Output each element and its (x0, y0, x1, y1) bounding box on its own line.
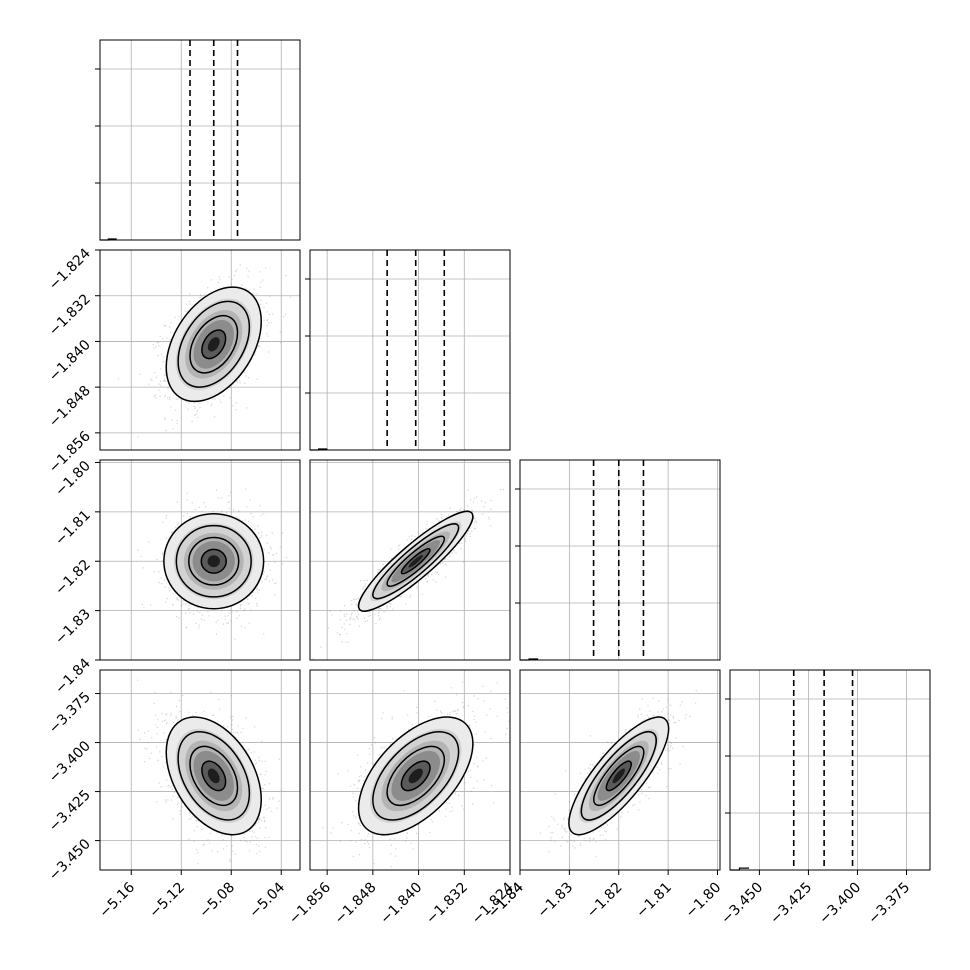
panel-2d-4-1 (99, 669, 301, 871)
panel-2d-3-1 (99, 459, 301, 661)
x-tick-label: −3.375 (865, 880, 913, 928)
density-level (408, 554, 423, 568)
panel-2d-4-3 (519, 669, 721, 871)
hist-panel-frame (519, 459, 721, 661)
hist-panel-bg (520, 460, 720, 660)
contour-line (163, 512, 265, 610)
x-tick-label: −1.80 (683, 880, 725, 922)
panel-2d-frame (99, 459, 301, 661)
density-level (207, 555, 220, 568)
contour-line (357, 510, 474, 612)
x-tick-label: −1.840 (377, 880, 425, 928)
x-tick-label: −3.425 (767, 880, 815, 928)
x-tick-label: −1.848 (332, 880, 380, 928)
hist-panel-bg (310, 250, 510, 450)
x-tick-label: −3.450 (718, 880, 766, 928)
contour-line (189, 314, 239, 374)
contour-line (175, 524, 252, 598)
panel-2d-frame (99, 249, 301, 451)
x-tick-label: −3.400 (816, 880, 864, 928)
contour-line (372, 523, 460, 600)
contour-line (400, 548, 431, 575)
contour-line (386, 535, 446, 587)
x-tick-label: −1.832 (423, 880, 471, 928)
hist-panel-4 (725, 669, 931, 871)
panel-2d-frame (99, 669, 301, 871)
hist-panel-frame (729, 669, 931, 871)
panel-2d-3-2 (309, 459, 511, 661)
hist-panel-bg (730, 670, 930, 870)
x-tick-label: −5.12 (146, 880, 188, 922)
y-tick-label: −1.81 (52, 507, 94, 549)
panel-2d-2-1 (99, 249, 301, 451)
density-level (207, 768, 220, 784)
contour-line (593, 745, 645, 807)
panel-2d-frame (309, 459, 511, 661)
contour-line (165, 716, 263, 836)
contour-line (177, 300, 251, 388)
x-tick-label: −5.08 (196, 880, 238, 922)
contour-line (165, 286, 262, 403)
y-tick-label: −1.84 (52, 655, 94, 697)
y-tick-label: −3.450 (46, 836, 94, 884)
hist-panel-3 (515, 459, 721, 661)
contour-line (189, 745, 239, 807)
y-tick-label: −1.840 (46, 337, 94, 385)
contour-line (200, 548, 227, 574)
y-tick-label: −1.82 (52, 557, 94, 599)
hist-panel-frame (309, 249, 511, 451)
x-tick-label: −1.82 (584, 880, 626, 922)
x-tick-label: −5.16 (96, 879, 138, 921)
contour-line (201, 329, 227, 360)
x-tick-label: −1.856 (286, 879, 334, 927)
hist-panel-2 (305, 249, 511, 451)
x-tick-label: −1.81 (633, 880, 675, 922)
panel-2d-frame (309, 669, 511, 871)
x-tick-label: −5.04 (246, 879, 288, 921)
contour-line (177, 731, 251, 821)
contour-line (357, 716, 474, 836)
density-level (408, 768, 423, 784)
y-tick-label: −1.83 (52, 606, 94, 648)
y-tick-label: −1.848 (46, 383, 94, 431)
panel-2d-4-2 (309, 669, 511, 871)
contour-line (188, 536, 240, 586)
contour-line (372, 731, 460, 821)
density-level (612, 768, 626, 784)
contour-line (201, 760, 227, 792)
y-tick-label: −1.824 (46, 245, 94, 293)
hist-panel-1 (95, 39, 301, 241)
y-tick-label: −3.425 (46, 787, 94, 835)
contour-line (568, 716, 670, 836)
contour-line (580, 731, 657, 821)
hist-panel-bg (100, 40, 300, 240)
y-tick-label: −3.375 (46, 689, 94, 737)
x-tick-label: −1.83 (535, 880, 577, 922)
density-level (207, 337, 220, 352)
y-tick-label: −3.400 (46, 738, 94, 786)
panel-2d-frame (519, 669, 721, 871)
contour-line (400, 760, 431, 792)
y-tick-label: −1.832 (46, 291, 94, 339)
contour-line (605, 760, 632, 792)
contour-line (386, 745, 446, 807)
hist-panel-frame (99, 39, 301, 241)
